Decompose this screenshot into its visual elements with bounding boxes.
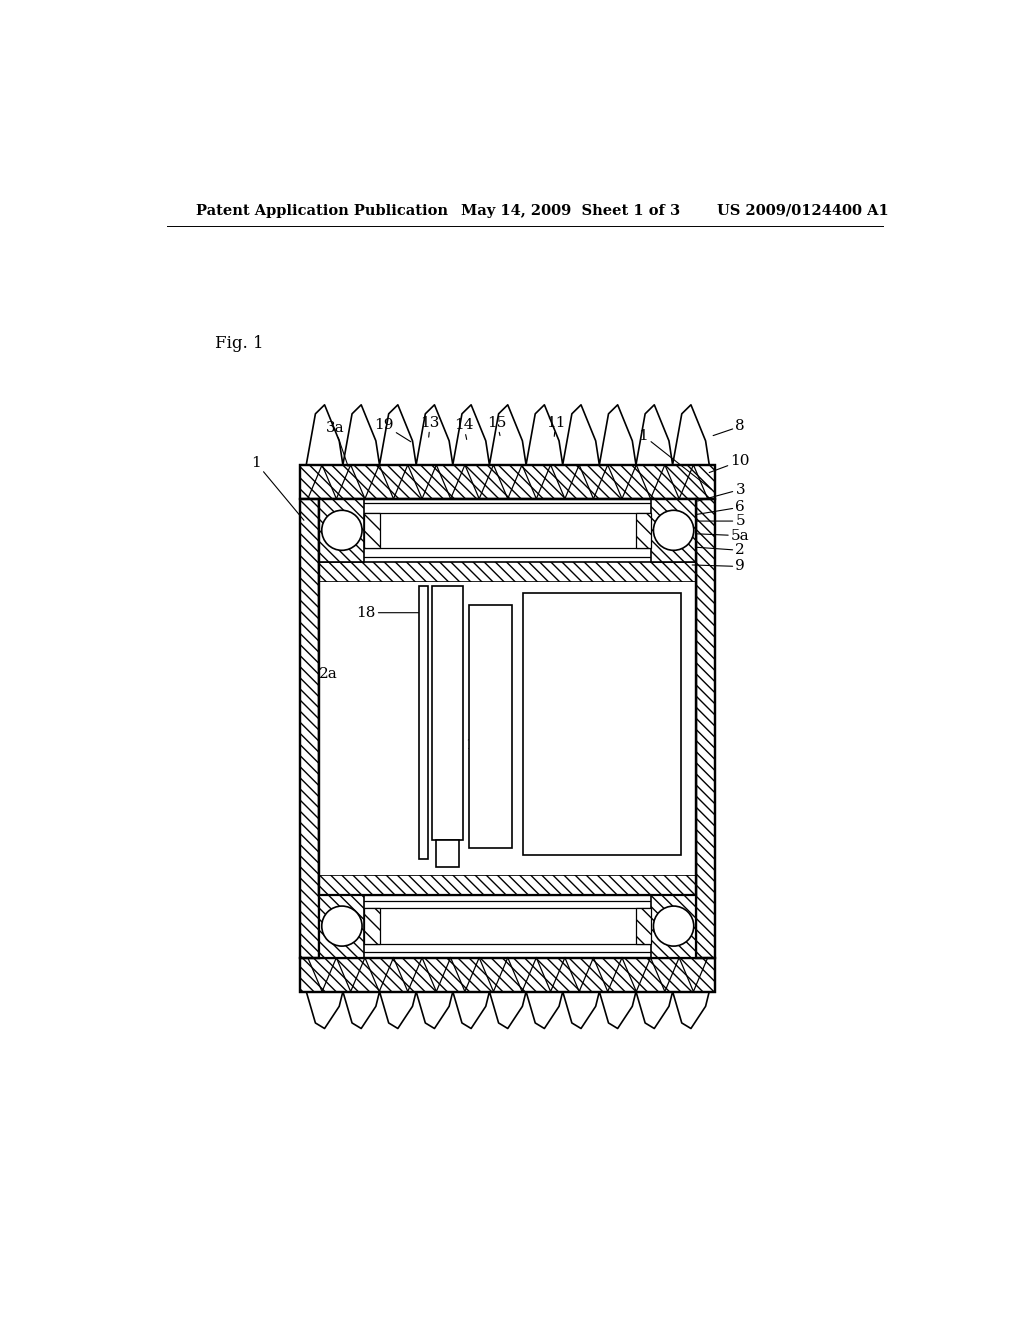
Text: 13: 13 <box>421 416 440 437</box>
Text: 8: 8 <box>713 420 745 436</box>
Bar <box>365 908 380 944</box>
Text: Fig. 1: Fig. 1 <box>215 335 263 351</box>
Bar <box>319 499 696 895</box>
Bar <box>319 582 696 875</box>
Bar <box>435 840 459 867</box>
Text: 3: 3 <box>697 483 745 502</box>
Text: 10: 10 <box>710 454 750 473</box>
Text: Patent Application Publication: Patent Application Publication <box>197 203 449 218</box>
Bar <box>651 499 696 562</box>
Circle shape <box>322 906 362 946</box>
Bar <box>300 499 319 958</box>
Bar <box>651 895 696 958</box>
Bar <box>300 465 716 499</box>
Text: May 14, 2009  Sheet 1 of 3: May 14, 2009 Sheet 1 of 3 <box>461 203 680 218</box>
Bar <box>300 465 716 499</box>
Bar <box>300 465 716 499</box>
Circle shape <box>322 511 362 550</box>
Bar <box>319 874 696 895</box>
Text: 17: 17 <box>437 846 457 859</box>
Text: 9: 9 <box>692 560 745 573</box>
Bar <box>300 958 716 991</box>
Bar <box>696 499 716 958</box>
Bar <box>651 499 696 562</box>
Bar <box>319 874 696 895</box>
Text: 1: 1 <box>251 455 304 520</box>
Bar <box>636 512 651 548</box>
Bar <box>419 586 428 859</box>
Text: US 2009/0124400 A1: US 2009/0124400 A1 <box>717 203 889 218</box>
Bar <box>636 908 651 944</box>
Text: 4: 4 <box>597 717 606 731</box>
Text: 12: 12 <box>437 618 457 631</box>
Bar <box>319 499 365 562</box>
Bar <box>469 605 512 847</box>
Bar <box>300 499 319 958</box>
Text: 16: 16 <box>466 738 485 752</box>
Bar <box>365 512 380 548</box>
Bar <box>319 562 696 582</box>
Bar <box>696 499 716 958</box>
Text: 3a: 3a <box>326 421 348 466</box>
Circle shape <box>653 511 693 550</box>
Bar <box>319 895 365 958</box>
Text: 2: 2 <box>696 544 745 557</box>
Bar <box>636 512 651 548</box>
Text: 19: 19 <box>374 418 411 442</box>
Text: 5a: 5a <box>651 529 750 543</box>
Bar <box>319 895 365 958</box>
Bar <box>300 958 716 991</box>
Text: 5: 5 <box>653 513 745 528</box>
Text: 14: 14 <box>454 418 473 440</box>
Bar <box>432 586 463 840</box>
Text: 15: 15 <box>487 416 507 436</box>
Bar <box>319 562 696 582</box>
Bar <box>523 594 681 855</box>
Bar <box>319 499 365 562</box>
Text: 18: 18 <box>356 606 423 619</box>
Bar <box>300 499 319 958</box>
Text: 1: 1 <box>639 429 712 490</box>
Circle shape <box>653 906 693 946</box>
Text: 11: 11 <box>546 416 565 437</box>
Bar <box>365 512 380 548</box>
Bar <box>319 499 696 895</box>
Bar <box>300 958 716 991</box>
Bar <box>651 895 696 958</box>
Text: 6: 6 <box>693 500 745 515</box>
Text: 2a: 2a <box>318 668 337 681</box>
Bar <box>696 499 716 958</box>
Bar <box>365 908 380 944</box>
Bar <box>636 908 651 944</box>
